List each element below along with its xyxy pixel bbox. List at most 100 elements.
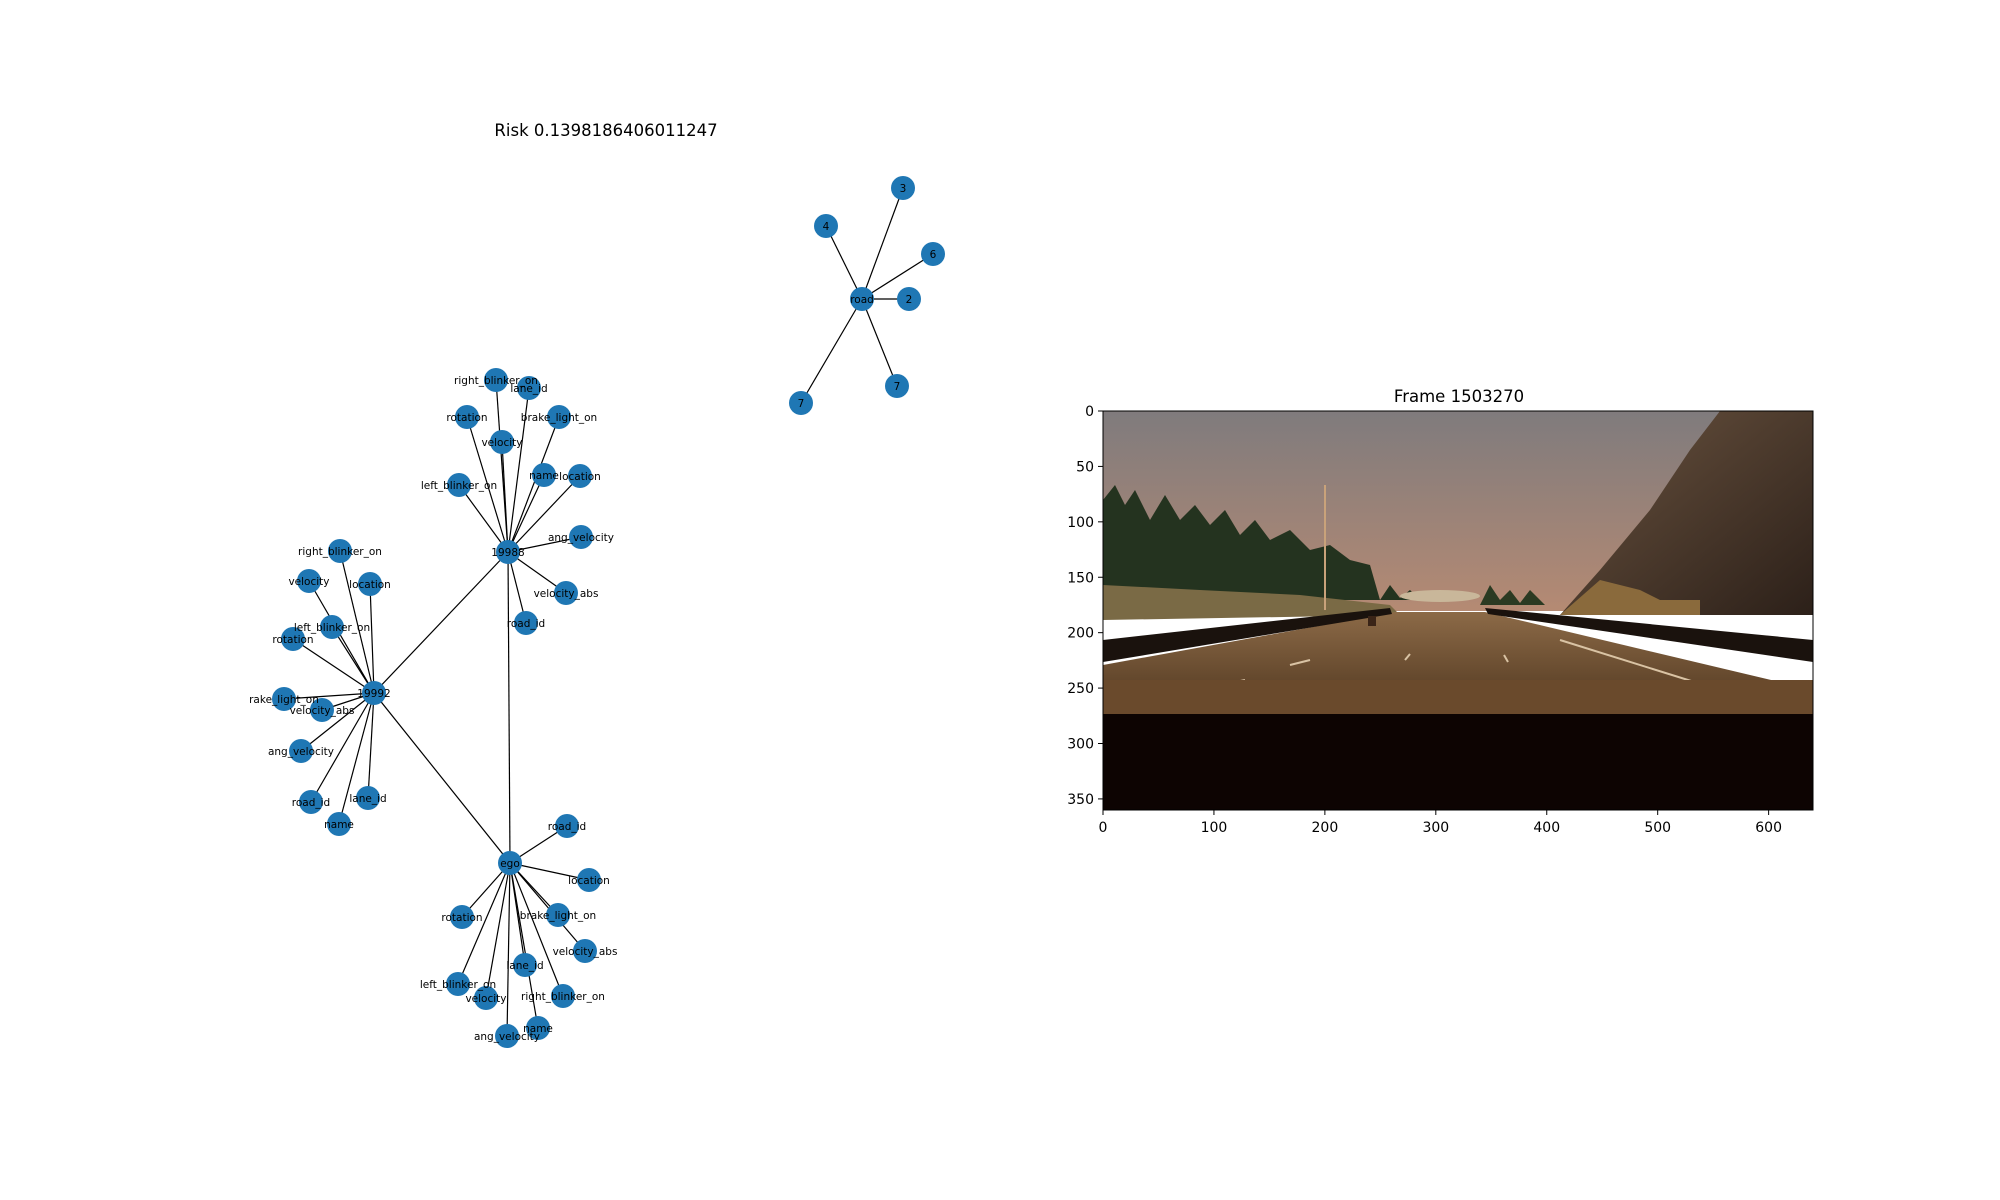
graph-edge	[507, 387, 530, 553]
graph-title: Risk 0.1398186406011247	[494, 121, 717, 140]
frame-title: Frame 1503270	[1394, 387, 1524, 406]
graph-node-label: velocity_abs	[290, 705, 355, 717]
y-tick-label: 300	[1067, 737, 1094, 753]
graph-edge	[310, 692, 375, 803]
graph-node	[484, 368, 508, 392]
graph-edge	[331, 626, 375, 694]
graph-node	[297, 569, 321, 593]
graph-node	[789, 391, 813, 415]
graph-node	[358, 572, 382, 596]
graph-node-label: lane_id	[506, 960, 543, 972]
graph-edge	[825, 225, 863, 300]
graph-node-label: right_blinker_on	[521, 991, 605, 1003]
y-tick-label: 200	[1067, 626, 1094, 642]
guard-rail-right	[1485, 608, 1813, 662]
graph-node-label: velocity_abs	[534, 588, 599, 600]
graph-node-label: lane_id	[349, 793, 386, 805]
graph-edge	[507, 551, 511, 864]
graph-node-label: 7	[894, 381, 901, 393]
graph-edge	[338, 692, 375, 825]
lamp-pole	[1324, 485, 1326, 610]
graph-node	[272, 687, 296, 711]
x-tick-label: 100	[1201, 820, 1228, 836]
x-tick-label: 500	[1644, 820, 1671, 836]
graph-node	[490, 430, 514, 454]
graph-edge	[300, 692, 375, 752]
graph-node-label: velocity	[288, 576, 329, 588]
hill-right	[1560, 411, 1813, 615]
graph-node	[310, 698, 334, 722]
graph-edge	[369, 583, 375, 694]
graph-node	[446, 972, 470, 996]
graph-node	[547, 405, 571, 429]
graph-edge	[861, 298, 898, 387]
graph-node	[551, 984, 575, 1008]
graph-edge	[457, 862, 511, 985]
x-tick-label: 300	[1422, 820, 1449, 836]
graph-node	[289, 739, 313, 763]
graph-node	[455, 405, 479, 429]
graph-node-label: 6	[930, 249, 937, 261]
graph-node	[850, 287, 874, 311]
graph-node-label: left_blinker_on	[421, 480, 497, 492]
road-surface	[1103, 612, 1813, 690]
y-tick-label: 150	[1067, 570, 1094, 586]
graph-node-label: 19988	[491, 547, 524, 559]
y-tick-label: 350	[1067, 792, 1094, 808]
graph-node	[496, 540, 520, 564]
graph-edge	[507, 536, 582, 553]
graph-node-label: right_blinker_on	[298, 546, 382, 558]
graph-node-label: ang_velocity	[474, 1031, 540, 1043]
graph-node-label: ego	[500, 858, 520, 870]
graph-node-label: ang_velocity	[268, 746, 334, 758]
graph-node	[362, 681, 386, 705]
tree-line-right	[1480, 585, 1545, 605]
graph-node	[450, 905, 474, 929]
graph-nodes: road34627719988right_blinker_onlane_idro…	[249, 176, 945, 1048]
graph-node-label: road_id	[507, 618, 545, 630]
graph-node	[897, 287, 921, 311]
graph-node	[299, 790, 323, 814]
frame-border	[1102, 410, 1814, 811]
graph-edge	[509, 862, 586, 952]
graph-node	[495, 1024, 519, 1048]
graph-node-label: brake_light_on	[521, 412, 597, 424]
graph-edge	[373, 551, 509, 694]
graph-edge	[800, 298, 863, 404]
graph-node	[526, 1016, 550, 1040]
graph-node-label: name	[529, 470, 559, 482]
graph-node-label: road	[850, 294, 874, 306]
graph-edges	[283, 187, 934, 1037]
graph-edge	[507, 475, 581, 553]
graph-edge	[466, 416, 509, 553]
graph-node	[573, 939, 597, 963]
graph-edge	[507, 416, 560, 553]
graph-node	[498, 851, 522, 875]
graph-node	[513, 953, 537, 977]
y-axis-ticks: 0 50 100 150 200 250 300 350	[1067, 404, 1103, 808]
ego-hood-band	[1103, 680, 1813, 714]
graph-node	[517, 376, 541, 400]
graph-node-label: rotation	[446, 412, 487, 424]
graph-edge	[458, 484, 509, 553]
graph-node	[885, 374, 909, 398]
graph-node-label: name	[523, 1023, 553, 1035]
graph-node	[320, 615, 344, 639]
graph-edge	[373, 692, 511, 864]
y-tick-label: 250	[1067, 681, 1094, 697]
vehicle-ahead	[1368, 616, 1376, 626]
graph-node-label: left_blinker_on	[420, 979, 496, 991]
graph-edge	[308, 580, 375, 694]
frame-panel: Frame 1503270	[1067, 387, 1814, 836]
graph-node-label: velocity_abs	[553, 946, 618, 958]
graph-node-label: 19992	[357, 688, 390, 700]
graph-node-label: 3	[900, 183, 907, 195]
graph-edge	[485, 862, 511, 999]
x-tick-label: 200	[1312, 820, 1339, 836]
graph-node	[569, 525, 593, 549]
y-tick-label: 100	[1067, 515, 1094, 531]
graph-edge	[509, 862, 564, 997]
y-tick-label: 50	[1076, 459, 1094, 475]
hill-left-dirt	[1103, 585, 1400, 620]
